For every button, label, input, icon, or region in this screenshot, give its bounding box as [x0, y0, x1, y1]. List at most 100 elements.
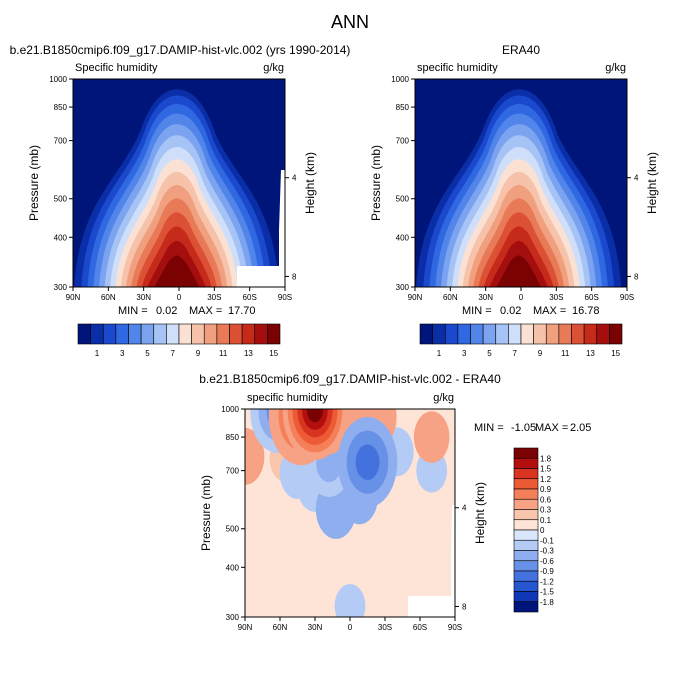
panel-obs-max-value: 16.78: [572, 305, 600, 317]
panel-obs-colorbar-label: 1: [437, 349, 442, 358]
panel-obs-colorbar-label: 5: [487, 349, 492, 358]
panel-diff-colorbar-swatch: [513, 601, 539, 613]
panel-model-colorbar-swatch: [178, 323, 192, 345]
panel-diff-ytick-label: 300: [226, 613, 240, 622]
panel-diff-xtick-label: 30S: [378, 623, 392, 632]
panel-diff-colorbar-swatch: [513, 529, 539, 541]
panel-obs-xtick-label: 60N: [443, 293, 458, 302]
panel-model-colorbar-swatch: [241, 323, 256, 345]
panel-diff-ytick-label: 1000: [221, 405, 239, 414]
panel-diff-xtick-label: 90N: [238, 623, 253, 632]
panel-diff-colorbar-label: 0.9: [540, 485, 552, 494]
humidity-contour-level-15: [496, 255, 542, 287]
panel-obs-ytick-label: 400: [396, 233, 410, 242]
anomaly-contour: [413, 411, 450, 463]
panel-model-colorbar-swatch: [153, 323, 167, 345]
panel-model-xtick-label: 60S: [243, 293, 257, 302]
panel-model-ytick-label: 700: [54, 137, 68, 146]
panel-model-y2label: Height (km): [303, 152, 317, 214]
panel-obs-xtick-label: 30N: [478, 293, 493, 302]
panel-diff-xtick-label: 60S: [413, 623, 427, 632]
panel-diff-colorbar-swatch: [513, 539, 539, 551]
humidity-contour-level-15: [154, 255, 200, 287]
panel-model-max-value: 17.70: [228, 305, 256, 317]
panel-diff-colorbar-label: -1.2: [540, 577, 554, 586]
panel-diff-y2tick-label: 4: [462, 504, 467, 513]
panel-model: b.e21.B1850cmip6.f09_g17.DAMIP-hist-vlc.…: [10, 43, 351, 358]
panel-diff-variable: specific humidity: [247, 392, 328, 404]
panel-obs-plot-area: [415, 79, 627, 287]
panel-diff-colorbar: 1.81.51.20.90.60.30.10-0.1-0.3-0.6-0.9-1…: [513, 447, 554, 613]
panel-diff-colorbar-label: -1.5: [540, 588, 554, 597]
panel-obs-ytick-label: 1000: [391, 75, 409, 84]
anomaly-contour: [307, 409, 323, 423]
panel-obs-stats: MIN = 0.02 MAX = 16.78: [462, 305, 600, 317]
panel-diff-colorbar-label: -0.9: [540, 567, 554, 576]
panel-model-ytick-label: 850: [54, 103, 68, 112]
panel-model-y2tick-label: 4: [292, 174, 297, 183]
panel-diff-max-value: 2.05: [570, 422, 591, 434]
panel-model-xtick-label: 90N: [66, 293, 81, 302]
panel-diff-colorbar-swatch: [513, 488, 539, 500]
panel-obs-min-value: 0.02: [500, 305, 521, 317]
panel-obs-title: ERA40: [502, 43, 540, 57]
panel-model-colorbar-swatch: [267, 323, 281, 345]
panel-diff-ytick-label: 700: [226, 467, 240, 476]
panel-diff-colorbar-label: 0: [540, 526, 545, 535]
anomaly-contour: [355, 444, 380, 480]
panel-obs-colorbar-swatch: [457, 323, 471, 345]
panel-model-colorbar-swatch: [229, 323, 243, 345]
panel-obs-colorbar-label: 3: [462, 349, 467, 358]
panel-diff-xtick-label: 90S: [448, 623, 462, 632]
panel-model-colorbar-swatch: [128, 323, 142, 345]
panel-obs-colorbar-swatch: [609, 323, 623, 345]
panel-model-missing-data-region: [237, 170, 285, 287]
panel-diff-y2label: Height (km): [473, 482, 487, 544]
panel-model-plot-area: [73, 79, 285, 287]
panel-obs-colorbar-swatch: [583, 323, 598, 345]
panel-diff-colorbar-swatch: [513, 498, 539, 510]
panel-diff-colorbar-swatch: [513, 478, 539, 490]
panel-model-variable: Specific humidity: [75, 62, 158, 74]
panel-model-ytick-label: 1000: [49, 75, 67, 84]
panel-model-colorbar-swatch: [90, 323, 104, 345]
panel-diff-colorbar-swatch: [513, 580, 539, 592]
panel-obs-colorbar-swatch: [596, 323, 610, 345]
panel-diff-ytick-label: 400: [226, 563, 240, 572]
panel-diff-colorbar-label: -0.1: [540, 536, 554, 545]
panel-diff-min-label: MIN =: [474, 422, 504, 434]
panel-model-colorbar-swatch: [77, 323, 91, 345]
panel-model-ytick-label: 300: [54, 283, 68, 292]
panel-obs-xtick-label: 60S: [585, 293, 599, 302]
panel-obs-ytick-label: 850: [396, 103, 410, 112]
panel-model-colorbar-swatch: [191, 323, 205, 345]
panel-diff-colorbar-label: 0.1: [540, 516, 552, 525]
panel-model-colorbar-label: 11: [219, 349, 228, 358]
panel-model-stats: MIN = 0.02 MAX = 17.70: [118, 305, 256, 317]
panel-model-colorbar-swatch: [203, 323, 218, 345]
panel-diff-xtick-label: 30N: [308, 623, 323, 632]
panel-obs: ERA40 specific humidity g/kg 30040050070…: [369, 43, 659, 358]
panel-diff-xtick-label: 60N: [273, 623, 288, 632]
panel-diff-colorbar-swatch: [513, 591, 539, 603]
panel-obs-colorbar-swatch: [444, 323, 459, 345]
panel-obs-colorbar: 1 3 5 7 9 11 13 15: [419, 323, 623, 358]
panel-model-title: b.e21.B1850cmip6.f09_g17.DAMIP-hist-vlc.…: [10, 43, 351, 57]
panel-diff-colorbar-swatch: [513, 560, 539, 572]
panel-diff-ytick-label: 850: [226, 433, 240, 442]
panel-diff-colorbar-label: 0.3: [540, 506, 552, 515]
panel-obs-min-label: MIN =: [462, 305, 492, 317]
panel-model-max-label: MAX =: [189, 305, 222, 317]
panel-obs-colorbar-swatch: [508, 323, 522, 345]
panel-obs-colorbar-label: 7: [512, 349, 517, 358]
panel-obs-y2tick-label: 8: [634, 272, 639, 281]
panel-diff-title: b.e21.B1850cmip6.f09_g17.DAMIP-hist-vlc.…: [199, 372, 501, 386]
panel-model-ylabel: Pressure (mb): [27, 145, 41, 221]
panel-obs-colorbar-label: 9: [538, 349, 543, 358]
panel-diff-units: g/kg: [433, 392, 454, 404]
panel-diff: b.e21.B1850cmip6.f09_g17.DAMIP-hist-vlc.…: [199, 372, 591, 632]
panel-model-colorbar-swatch: [216, 323, 230, 345]
panel-diff-colorbar-label: -0.6: [540, 557, 554, 566]
panel-obs-y2tick-label: 4: [634, 174, 639, 183]
